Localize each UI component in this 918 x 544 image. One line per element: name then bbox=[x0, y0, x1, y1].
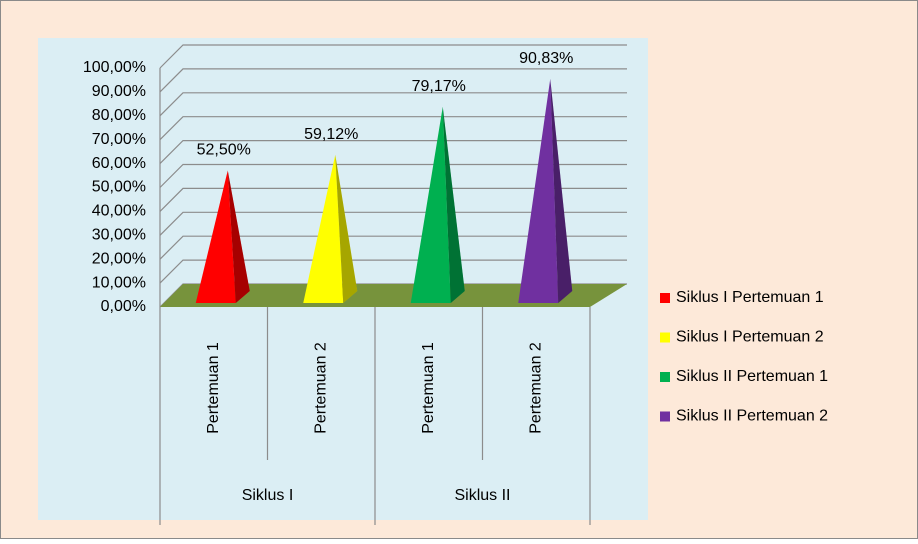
value-label: 59,12% bbox=[304, 126, 358, 143]
y-tick-label: 10,00% bbox=[92, 274, 146, 291]
legend-label: Siklus II Pertemuan 1 bbox=[676, 368, 828, 385]
y-tick-label: 60,00% bbox=[92, 155, 146, 172]
pyramid-side-shade bbox=[442, 106, 465, 304]
grid-line bbox=[159, 259, 627, 284]
legend-label: Siklus I Pertemuan 2 bbox=[676, 329, 824, 346]
pyramid-front bbox=[518, 78, 559, 304]
pyramid-front bbox=[195, 170, 236, 303]
legend-swatch bbox=[660, 411, 670, 422]
pyramid-side-shade bbox=[227, 170, 250, 303]
legend-swatch bbox=[660, 372, 670, 382]
y-tick-label: 30,00% bbox=[92, 227, 146, 244]
y-tick-label: 100,00% bbox=[83, 59, 146, 76]
grid-line bbox=[159, 163, 627, 188]
y-tick-label: 90,00% bbox=[92, 83, 146, 100]
legend-swatch bbox=[660, 332, 670, 343]
legend-swatch bbox=[660, 293, 670, 303]
pyramid-side bbox=[550, 78, 573, 304]
y-tick-label: 70,00% bbox=[92, 131, 146, 148]
grid-line bbox=[159, 140, 627, 165]
grid-line bbox=[159, 92, 627, 117]
group-label: Siklus II bbox=[454, 487, 510, 504]
pyramid-side bbox=[442, 106, 465, 304]
floor bbox=[160, 284, 627, 307]
legend-label: Siklus II Pertemuan 2 bbox=[676, 408, 828, 425]
x-tick-label: Pertemuan 2 bbox=[312, 342, 329, 434]
y-tick-label: 20,00% bbox=[92, 250, 146, 267]
grid-line bbox=[159, 211, 627, 236]
x-tick-label: Pertemuan 1 bbox=[205, 342, 222, 434]
value-label: 90,83% bbox=[519, 50, 573, 67]
grid-line bbox=[159, 68, 627, 93]
pyramid-front bbox=[410, 106, 451, 304]
y-tick-label: 40,00% bbox=[92, 203, 146, 220]
y-tick-label: 50,00% bbox=[92, 179, 146, 196]
group-label: Siklus I bbox=[242, 487, 294, 504]
value-label: 52,50% bbox=[197, 142, 251, 159]
x-tick-label: Pertemuan 2 bbox=[527, 342, 544, 434]
y-tick-label: 0,00% bbox=[101, 298, 146, 315]
grid-line bbox=[159, 44, 627, 69]
grid-line bbox=[159, 116, 627, 141]
grid-line bbox=[159, 187, 627, 212]
pyramid-front bbox=[303, 154, 344, 303]
legend-label: Siklus I Pertemuan 1 bbox=[676, 289, 824, 306]
value-label: 79,17% bbox=[412, 78, 466, 95]
pyramid-side-shade bbox=[550, 78, 573, 304]
grid-line bbox=[159, 235, 627, 260]
y-tick-label: 80,00% bbox=[92, 107, 146, 124]
pyramid-side bbox=[227, 170, 250, 303]
pyramid-side-shade bbox=[335, 154, 358, 303]
x-tick-label: Pertemuan 1 bbox=[420, 342, 437, 434]
pyramid-side bbox=[335, 154, 358, 303]
